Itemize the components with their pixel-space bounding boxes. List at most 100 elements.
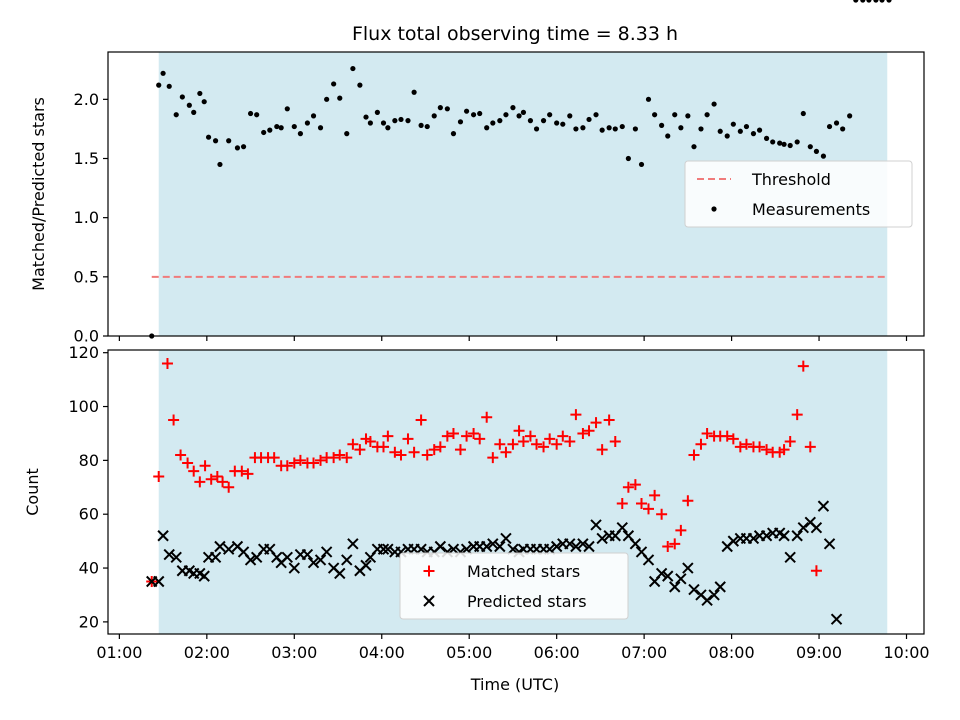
data-point (629, 538, 642, 550)
data-point (418, 122, 424, 128)
x-tick-label: 01:00 (96, 643, 142, 662)
data-point (385, 125, 391, 131)
data-point (672, 112, 678, 118)
data-point (212, 138, 219, 144)
data-point (507, 438, 519, 450)
data-point (392, 118, 398, 124)
data-point (655, 567, 668, 580)
data-point (840, 126, 846, 132)
data-point (761, 444, 773, 456)
legend-predicted-swatch (423, 595, 435, 607)
data-point (424, 123, 430, 130)
data-point (760, 530, 773, 542)
legend: Threshold Measurements (684, 160, 913, 228)
data-point (669, 538, 681, 550)
data-point (781, 141, 787, 147)
data-point (573, 126, 579, 132)
data-point (638, 161, 645, 168)
data-point (560, 121, 566, 127)
data-point (288, 562, 300, 574)
data-point (317, 125, 324, 131)
data-point (590, 519, 602, 531)
data-point (437, 105, 443, 111)
data-point (367, 120, 373, 126)
data-point (810, 565, 822, 577)
data-point (629, 479, 641, 491)
data-point (389, 446, 401, 458)
data-point (740, 438, 752, 450)
data-point (198, 570, 210, 582)
data-point (163, 548, 175, 561)
y-tick-label: 2.0 (74, 90, 99, 109)
data-point (794, 139, 800, 145)
data-point (209, 551, 222, 563)
data-point (649, 489, 661, 501)
data-point (727, 535, 740, 547)
data-point (374, 109, 380, 115)
data-point (444, 106, 450, 112)
x-tick-label: 04:00 (359, 643, 405, 662)
legend-matched-swatch (423, 565, 435, 577)
data-point (564, 436, 576, 448)
data-point (500, 446, 512, 458)
data-point (314, 554, 327, 566)
data-point (797, 360, 809, 372)
data-point (494, 438, 506, 450)
series-predicted-stars (147, 501, 843, 625)
data-point (737, 128, 743, 134)
data-point (168, 414, 180, 426)
data-point (612, 126, 618, 132)
data-point (188, 465, 200, 477)
data-point (301, 548, 314, 561)
data-point (377, 441, 389, 453)
data-point (527, 118, 534, 124)
series-matched-stars (146, 358, 822, 588)
data-point (866, 0, 872, 3)
data-point (307, 556, 320, 569)
data-point (156, 82, 162, 88)
data-point (294, 454, 306, 466)
data-point (222, 543, 235, 555)
data-point (153, 575, 165, 588)
data-point (695, 438, 707, 450)
data-point (267, 127, 273, 133)
y-tick-label: 60 (79, 505, 99, 524)
data-point (596, 444, 608, 456)
data-point (382, 430, 394, 442)
data-point (756, 127, 763, 133)
data-point (567, 113, 573, 119)
data-point (652, 112, 658, 118)
legend-label: Predicted stars (467, 592, 587, 611)
data-point (688, 583, 700, 596)
data-point (477, 110, 483, 117)
data-point (324, 96, 330, 102)
legend-box (399, 552, 629, 620)
data-point (533, 126, 540, 132)
data-point (450, 131, 457, 137)
data-point (784, 551, 796, 563)
data-point (823, 538, 836, 550)
x-tick-label: 05:00 (446, 643, 492, 662)
x-tick-label: 10:00 (883, 643, 929, 662)
data-point (244, 554, 257, 566)
y-axis-label: Count (23, 468, 42, 516)
data-point (763, 135, 770, 141)
data-point (754, 441, 766, 453)
data-point (186, 102, 192, 108)
data-point (197, 90, 203, 97)
data-point (659, 122, 665, 128)
data-point (714, 581, 726, 593)
data-point (308, 457, 320, 469)
data-point (411, 89, 417, 95)
bottom-panel: 20 40 60 80 100 120 01:00 02:00 03:00 04:00 05:00 0… (23, 343, 930, 662)
data-point (360, 559, 372, 572)
data-point (347, 538, 359, 550)
axes-frame (107, 349, 925, 635)
data-point (468, 427, 480, 439)
legend: Matched stars Predicted stars (399, 552, 629, 620)
data-point (813, 148, 820, 154)
data-point (447, 427, 459, 439)
data-point (784, 436, 796, 448)
data-point (665, 133, 671, 139)
